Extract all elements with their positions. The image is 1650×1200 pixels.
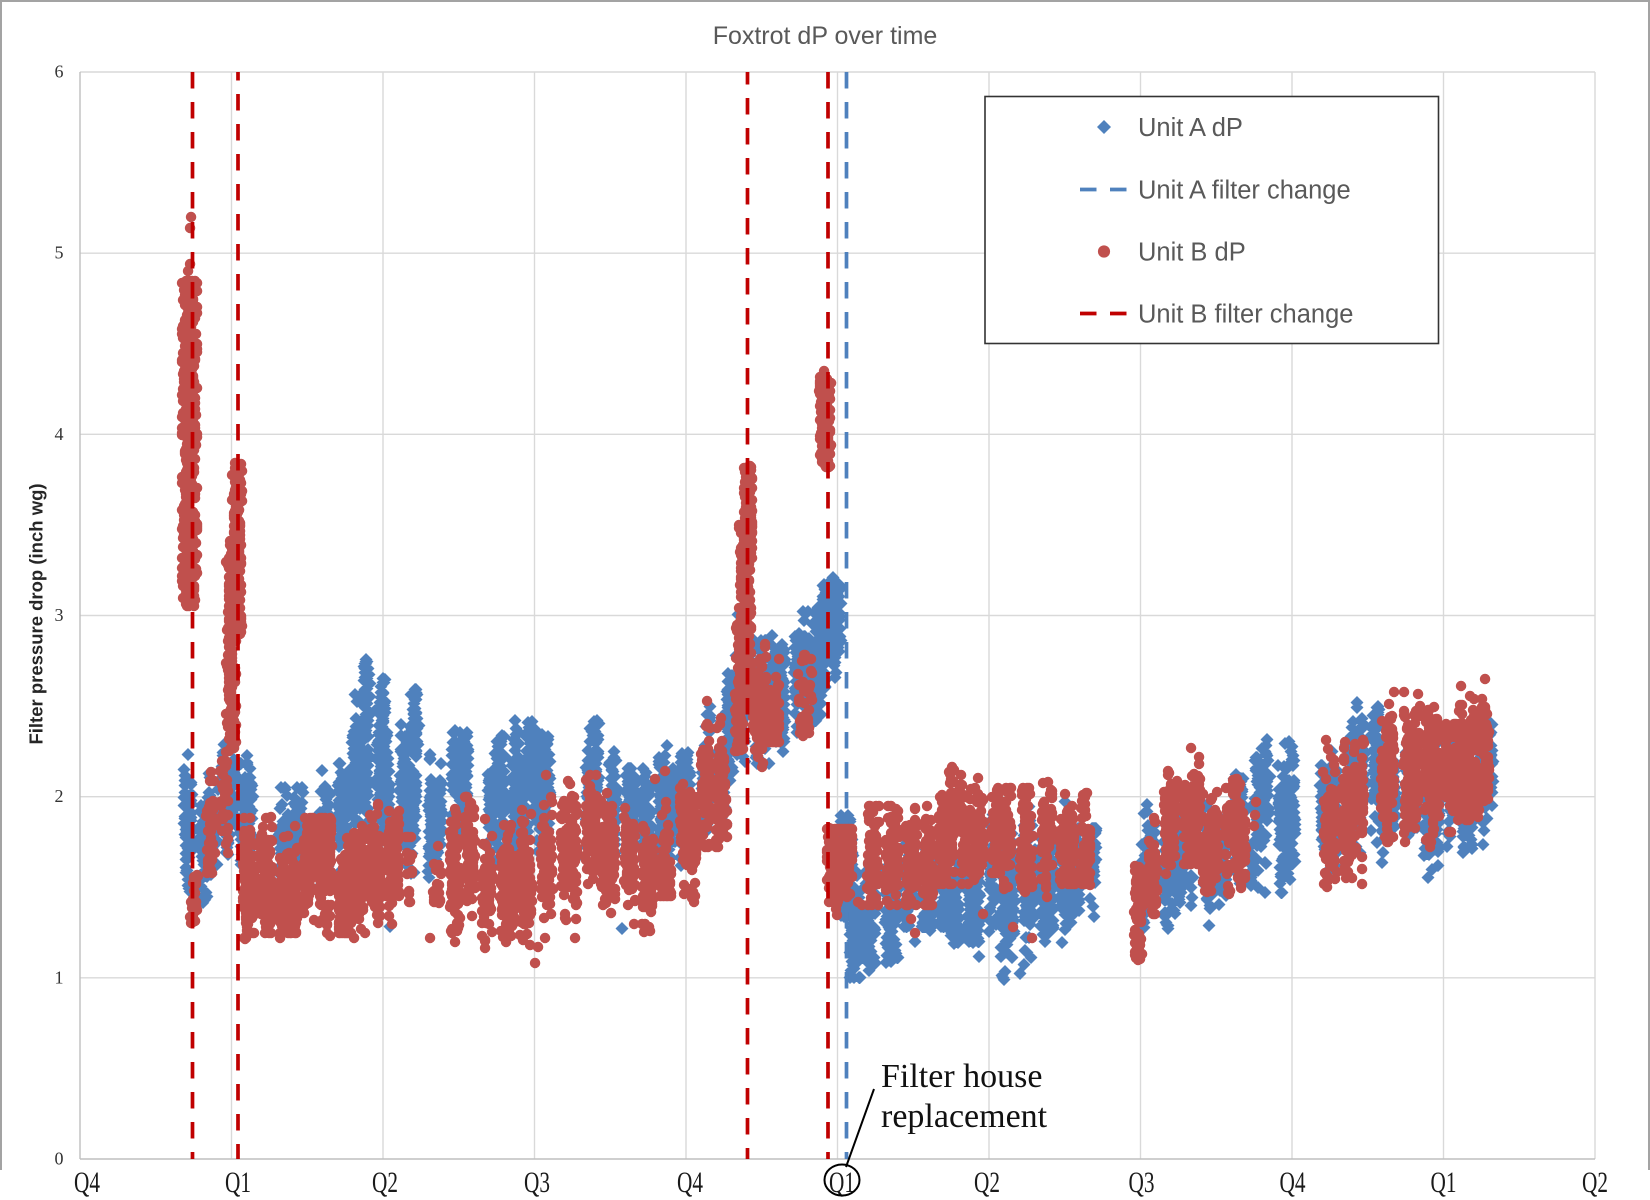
svg-text:4: 4 [55,424,64,444]
svg-text:Filter house: Filter house [881,1058,1042,1095]
svg-text:Foxtrot dP over time: Foxtrot dP over time [713,22,938,50]
svg-text:6: 6 [55,62,64,82]
svg-text:replacement: replacement [881,1098,1048,1135]
svg-text:Q3: Q3 [524,1166,550,1199]
svg-text:Q1: Q1 [225,1166,251,1199]
svg-text:Unit B dP: Unit B dP [1138,239,1246,267]
svg-text:Q1: Q1 [1431,1166,1457,1199]
svg-text:Unit A dP: Unit A dP [1138,114,1243,142]
svg-text:Q4: Q4 [677,1166,703,1199]
svg-text:1: 1 [55,967,64,987]
svg-text:0: 0 [55,1149,64,1169]
svg-text:2: 2 [55,786,64,806]
svg-text:Q2: Q2 [974,1166,1000,1199]
svg-text:Q3: Q3 [1129,1166,1155,1199]
svg-text:Q2: Q2 [1582,1166,1608,1199]
svg-text:3: 3 [55,605,64,625]
svg-text:Q4: Q4 [74,1166,100,1199]
svg-text:Q4: Q4 [1280,1166,1306,1199]
svg-text:Unit A filter change: Unit A filter change [1138,177,1351,205]
svg-text:Unit B filter change: Unit B filter change [1138,301,1353,329]
svg-text:Q2: Q2 [372,1166,398,1199]
svg-text:Filter pressure drop (inch wg): Filter pressure drop (inch wg) [26,483,47,744]
svg-text:5: 5 [55,243,64,263]
